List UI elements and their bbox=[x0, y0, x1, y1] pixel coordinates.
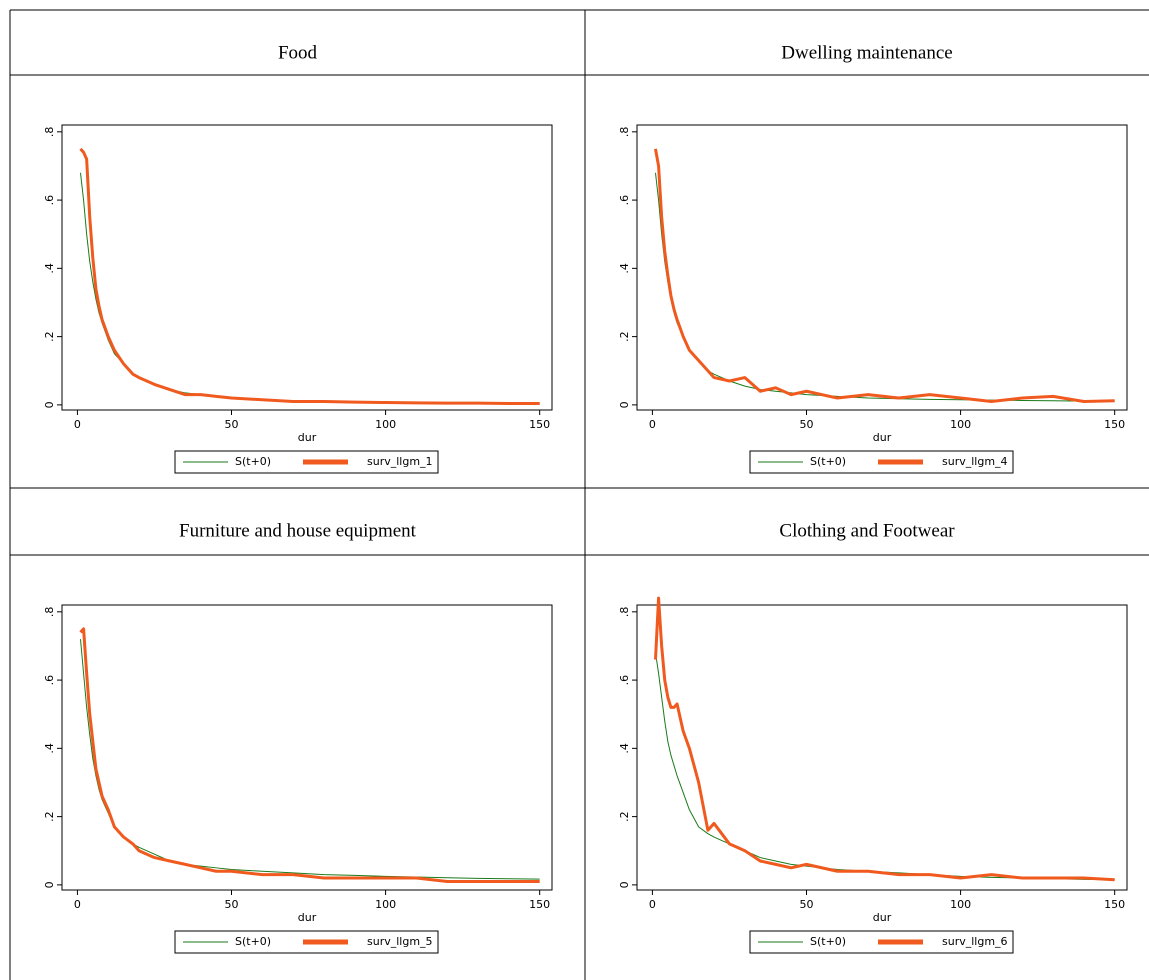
x-tick-label: 100 bbox=[950, 898, 971, 911]
x-axis-label: dur bbox=[873, 431, 892, 444]
y-tick-label: .8 bbox=[618, 127, 631, 138]
x-axis-label: dur bbox=[298, 431, 317, 444]
y-tick-label: .4 bbox=[618, 743, 631, 754]
y-tick-label: 0 bbox=[618, 881, 631, 888]
x-tick-label: 100 bbox=[375, 418, 396, 431]
x-tick-label: 50 bbox=[799, 418, 813, 431]
series-line bbox=[79, 172, 540, 405]
plot-frame bbox=[61, 604, 553, 891]
x-tick-label: 50 bbox=[799, 898, 813, 911]
legend-label: surv_llgm_4 bbox=[942, 455, 1008, 468]
x-axis-label: dur bbox=[873, 911, 892, 924]
series-line bbox=[79, 627, 540, 883]
series-line bbox=[79, 639, 540, 880]
plot-frame bbox=[636, 604, 1128, 891]
series-line bbox=[653, 596, 1115, 882]
series-line bbox=[79, 147, 540, 406]
x-tick-label: 0 bbox=[649, 418, 656, 431]
legend-label: S(t+0) bbox=[810, 455, 846, 468]
x-tick-label: 150 bbox=[1104, 898, 1125, 911]
x-tick-label: 50 bbox=[224, 898, 238, 911]
y-tick-label: .8 bbox=[618, 607, 631, 618]
y-tick-label: 0 bbox=[618, 401, 631, 408]
y-tick-label: .4 bbox=[43, 743, 56, 754]
plot-frame bbox=[61, 124, 553, 411]
x-tick-label: 0 bbox=[74, 418, 81, 431]
legend-label: surv_llgm_6 bbox=[942, 935, 1008, 948]
panel-title: Furniture and house equipment bbox=[179, 520, 417, 541]
legend-label: surv_llgm_5 bbox=[367, 935, 433, 948]
y-tick-label: 0 bbox=[43, 881, 56, 888]
legend-label: S(t+0) bbox=[810, 935, 846, 948]
y-tick-label: .6 bbox=[618, 675, 631, 686]
legend-label: surv_llgm_1 bbox=[367, 455, 433, 468]
series-line bbox=[654, 652, 1115, 881]
y-tick-label: .8 bbox=[43, 607, 56, 618]
series-line bbox=[654, 148, 1115, 403]
x-tick-label: 50 bbox=[224, 418, 238, 431]
y-tick-label: .4 bbox=[618, 263, 631, 274]
x-tick-label: 100 bbox=[950, 418, 971, 431]
y-tick-label: .6 bbox=[618, 195, 631, 206]
table-grid bbox=[9, 9, 1149, 980]
y-tick-label: .8 bbox=[43, 127, 56, 138]
y-tick-label: .6 bbox=[43, 195, 56, 206]
x-tick-label: 0 bbox=[74, 898, 81, 911]
panel-title: Food bbox=[278, 42, 318, 63]
y-tick-label: .6 bbox=[43, 675, 56, 686]
panel-title: Clothing and Footwear bbox=[779, 520, 955, 541]
y-tick-label: .2 bbox=[43, 811, 56, 822]
x-tick-label: 150 bbox=[529, 418, 550, 431]
y-tick-label: .2 bbox=[618, 331, 631, 342]
x-tick-label: 0 bbox=[649, 898, 656, 911]
x-tick-label: 100 bbox=[375, 898, 396, 911]
panel-title: Dwelling maintenance bbox=[781, 42, 952, 63]
x-tick-label: 150 bbox=[1104, 418, 1125, 431]
legend-label: S(t+0) bbox=[235, 455, 271, 468]
plot-frame bbox=[636, 124, 1128, 411]
x-tick-label: 150 bbox=[529, 898, 550, 911]
y-tick-label: .2 bbox=[43, 331, 56, 342]
y-tick-label: .2 bbox=[618, 811, 631, 822]
y-tick-label: .4 bbox=[43, 263, 56, 274]
series-line bbox=[654, 172, 1115, 402]
x-axis-label: dur bbox=[298, 911, 317, 924]
y-tick-label: 0 bbox=[43, 401, 56, 408]
legend-label: S(t+0) bbox=[235, 935, 271, 948]
